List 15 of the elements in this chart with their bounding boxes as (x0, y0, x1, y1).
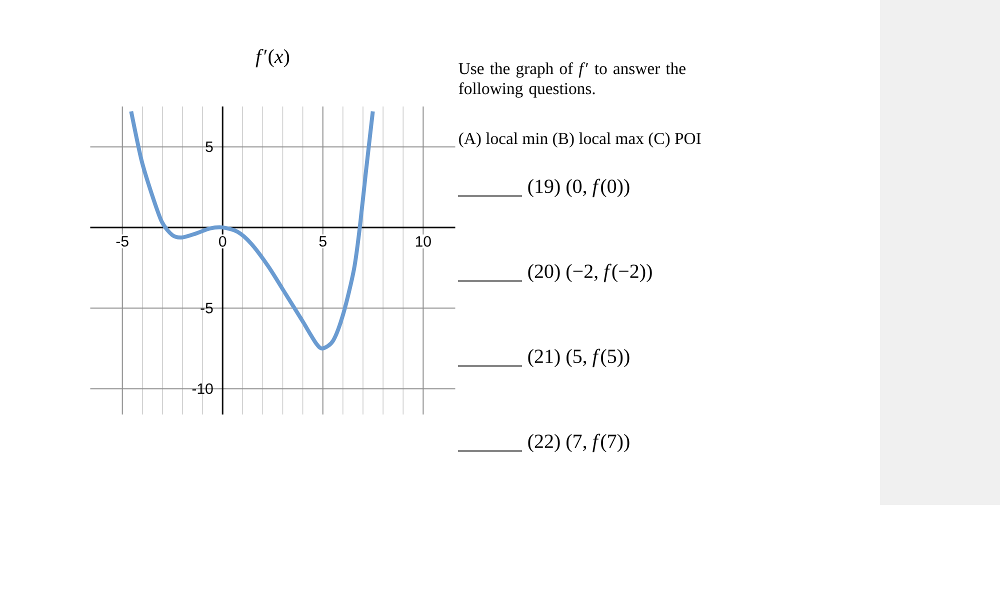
text: (A) local min (B) local max (C) POI (459, 132, 701, 148)
y-tick-label: 5 (206, 142, 213, 152)
line-series (129, 109, 375, 350)
x-tick-label: 0 (219, 236, 226, 247)
chart-title: f′(x) (256, 48, 290, 68)
y-tick-label: -10 (192, 383, 213, 394)
text: (20) (−2, f(−2)) (528, 264, 652, 282)
x-tick-label: 10 (416, 236, 431, 247)
text: Use the graph of f′ to answer the following questions. (458, 62, 686, 98)
text: (21) (5, f(5)) (528, 348, 630, 368)
x-tick-label: -5 (116, 236, 128, 247)
x-tick-label: 5 (319, 236, 326, 247)
text: (22) (7, f(7)) (528, 434, 630, 452)
y-tick-label: -5 (200, 302, 213, 314)
text: (19) (0, f(0)) (528, 178, 630, 198)
